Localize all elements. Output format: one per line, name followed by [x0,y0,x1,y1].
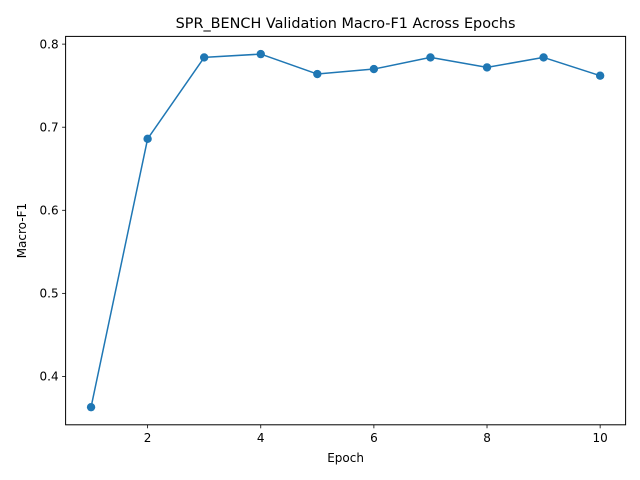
data-point [595,71,605,80]
plot-area [65,35,627,426]
x-axis-label: Epoch [327,451,364,465]
data-point [482,63,492,72]
x-tick-label: 4 [257,431,265,445]
x-axis-ticks: 2 4 6 8 10 [144,424,608,445]
data-point [143,134,152,144]
chart-title: SPR_BENCH Validation Macro-F1 Across Epo… [176,16,516,32]
y-axis-label: Macro-F1 [15,203,29,258]
data-point [199,53,209,62]
data-point [369,64,379,74]
x-tick-label: 8 [483,431,491,445]
y-tick-label: 0.4 [40,370,59,384]
series-layer [86,49,605,412]
series-line [90,53,601,408]
x-tick-label: 6 [370,431,378,445]
x-tick-label: 2 [144,431,152,445]
y-axis-ticks: 0.4 0.5 0.6 0.7 0.8 [40,37,66,384]
data-point [86,402,96,412]
data-point [539,53,548,62]
y-tick-label: 0.6 [40,203,59,217]
x-tick-label: 10 [593,431,608,445]
data-point [256,49,265,59]
data-point [426,53,435,62]
y-tick-label: 0.5 [40,287,59,301]
y-tick-label: 0.8 [40,37,59,51]
y-tick-label: 0.7 [40,120,59,134]
data-point [313,69,322,79]
